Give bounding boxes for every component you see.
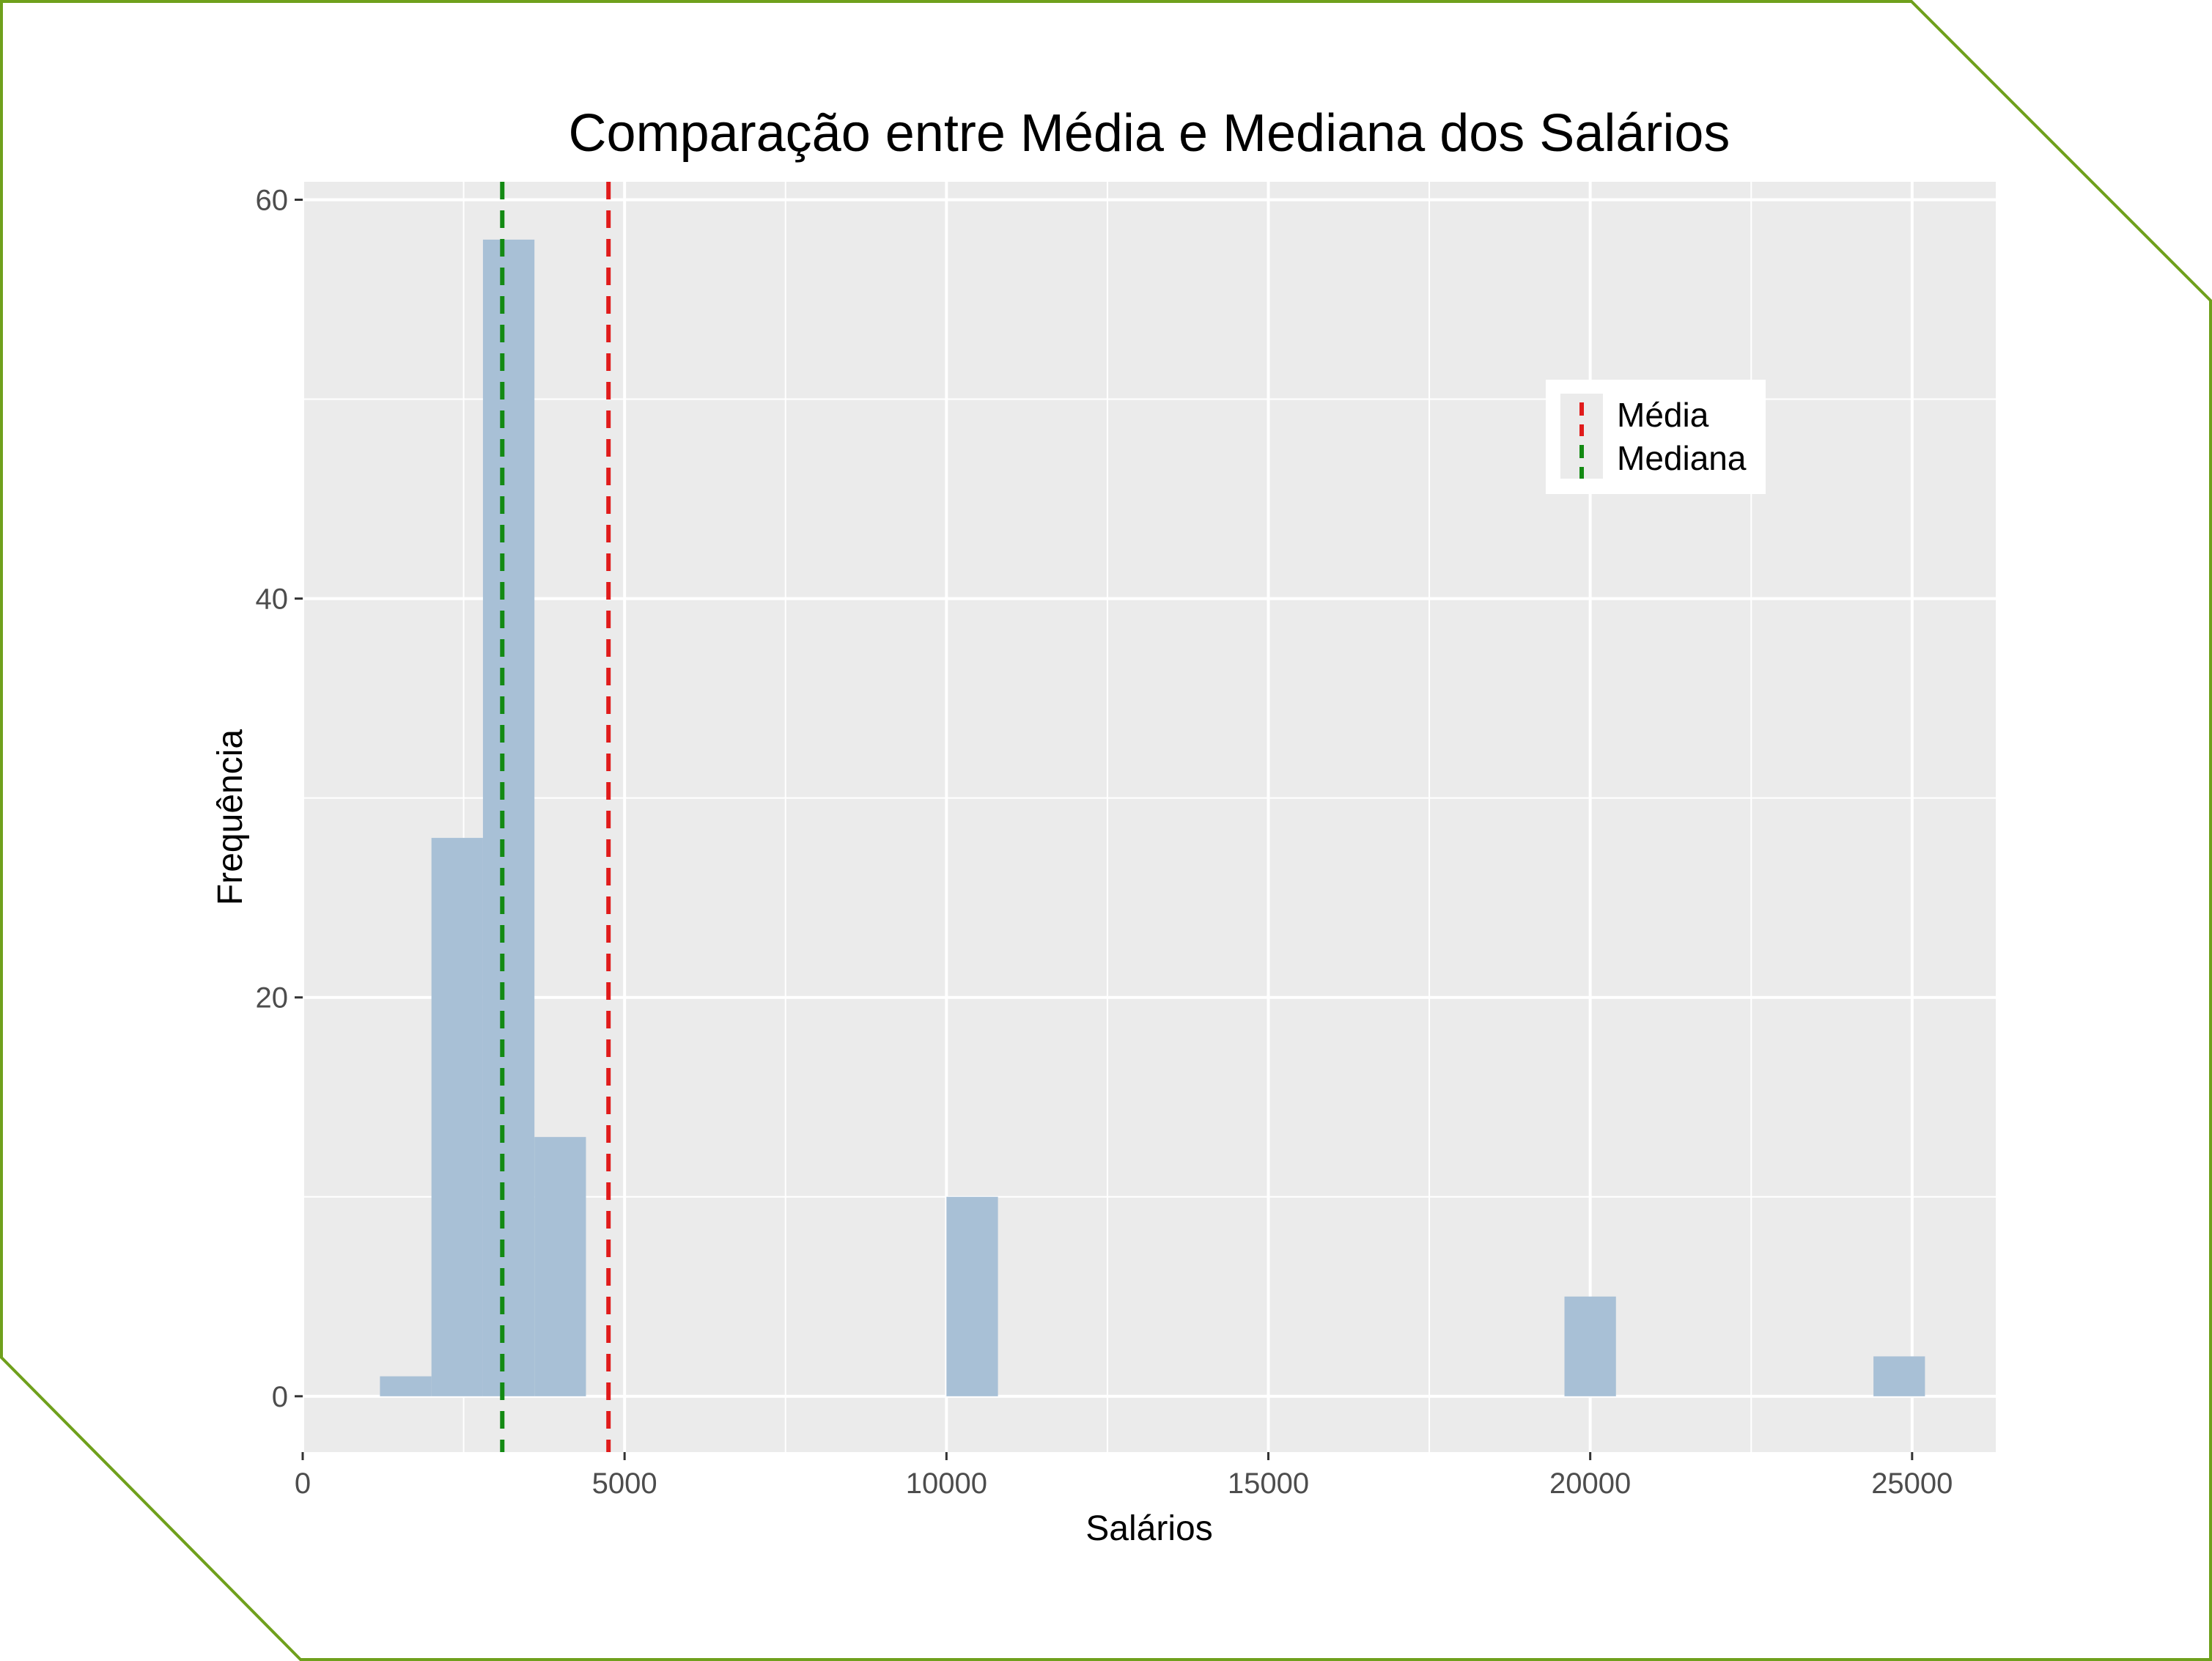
legend: Média Mediana [1546, 380, 1766, 494]
y-axis-label: Frequência [211, 729, 250, 905]
x-tick-label: 5000 [592, 1467, 657, 1500]
x-axis-label: Salários [1085, 1509, 1212, 1548]
x-tick-label: 0 [295, 1467, 311, 1500]
x-axis: 0 5000 10000 15000 20000 25000 [295, 1452, 1953, 1500]
histogram-bar [482, 239, 535, 1396]
x-tick-label: 20000 [1549, 1467, 1631, 1500]
y-tick-label: 0 [272, 1381, 288, 1413]
x-tick-label: 25000 [1871, 1467, 1953, 1500]
x-tick-label: 10000 [906, 1467, 987, 1500]
reference-lines [500, 182, 611, 1452]
histogram-bar [534, 1137, 586, 1396]
histogram-bar [1873, 1356, 1925, 1396]
x-tick-label: 15000 [1228, 1467, 1309, 1500]
chart-title: Comparação entre Média e Mediana dos Sal… [569, 104, 1730, 163]
histogram-bar [380, 1376, 432, 1396]
legend-label-mediana: Mediana [1617, 439, 1747, 477]
histogram-bar [946, 1196, 998, 1396]
y-tick-label: 60 [256, 184, 289, 216]
y-tick-label: 20 [256, 982, 289, 1014]
y-tick-label: 40 [256, 583, 289, 616]
histogram-bars [380, 239, 1925, 1396]
legend-label-media: Média [1617, 396, 1709, 434]
histogram-bar [1564, 1296, 1616, 1396]
histogram-bar [431, 838, 483, 1396]
y-axis: 0 20 40 60 [256, 184, 303, 1413]
